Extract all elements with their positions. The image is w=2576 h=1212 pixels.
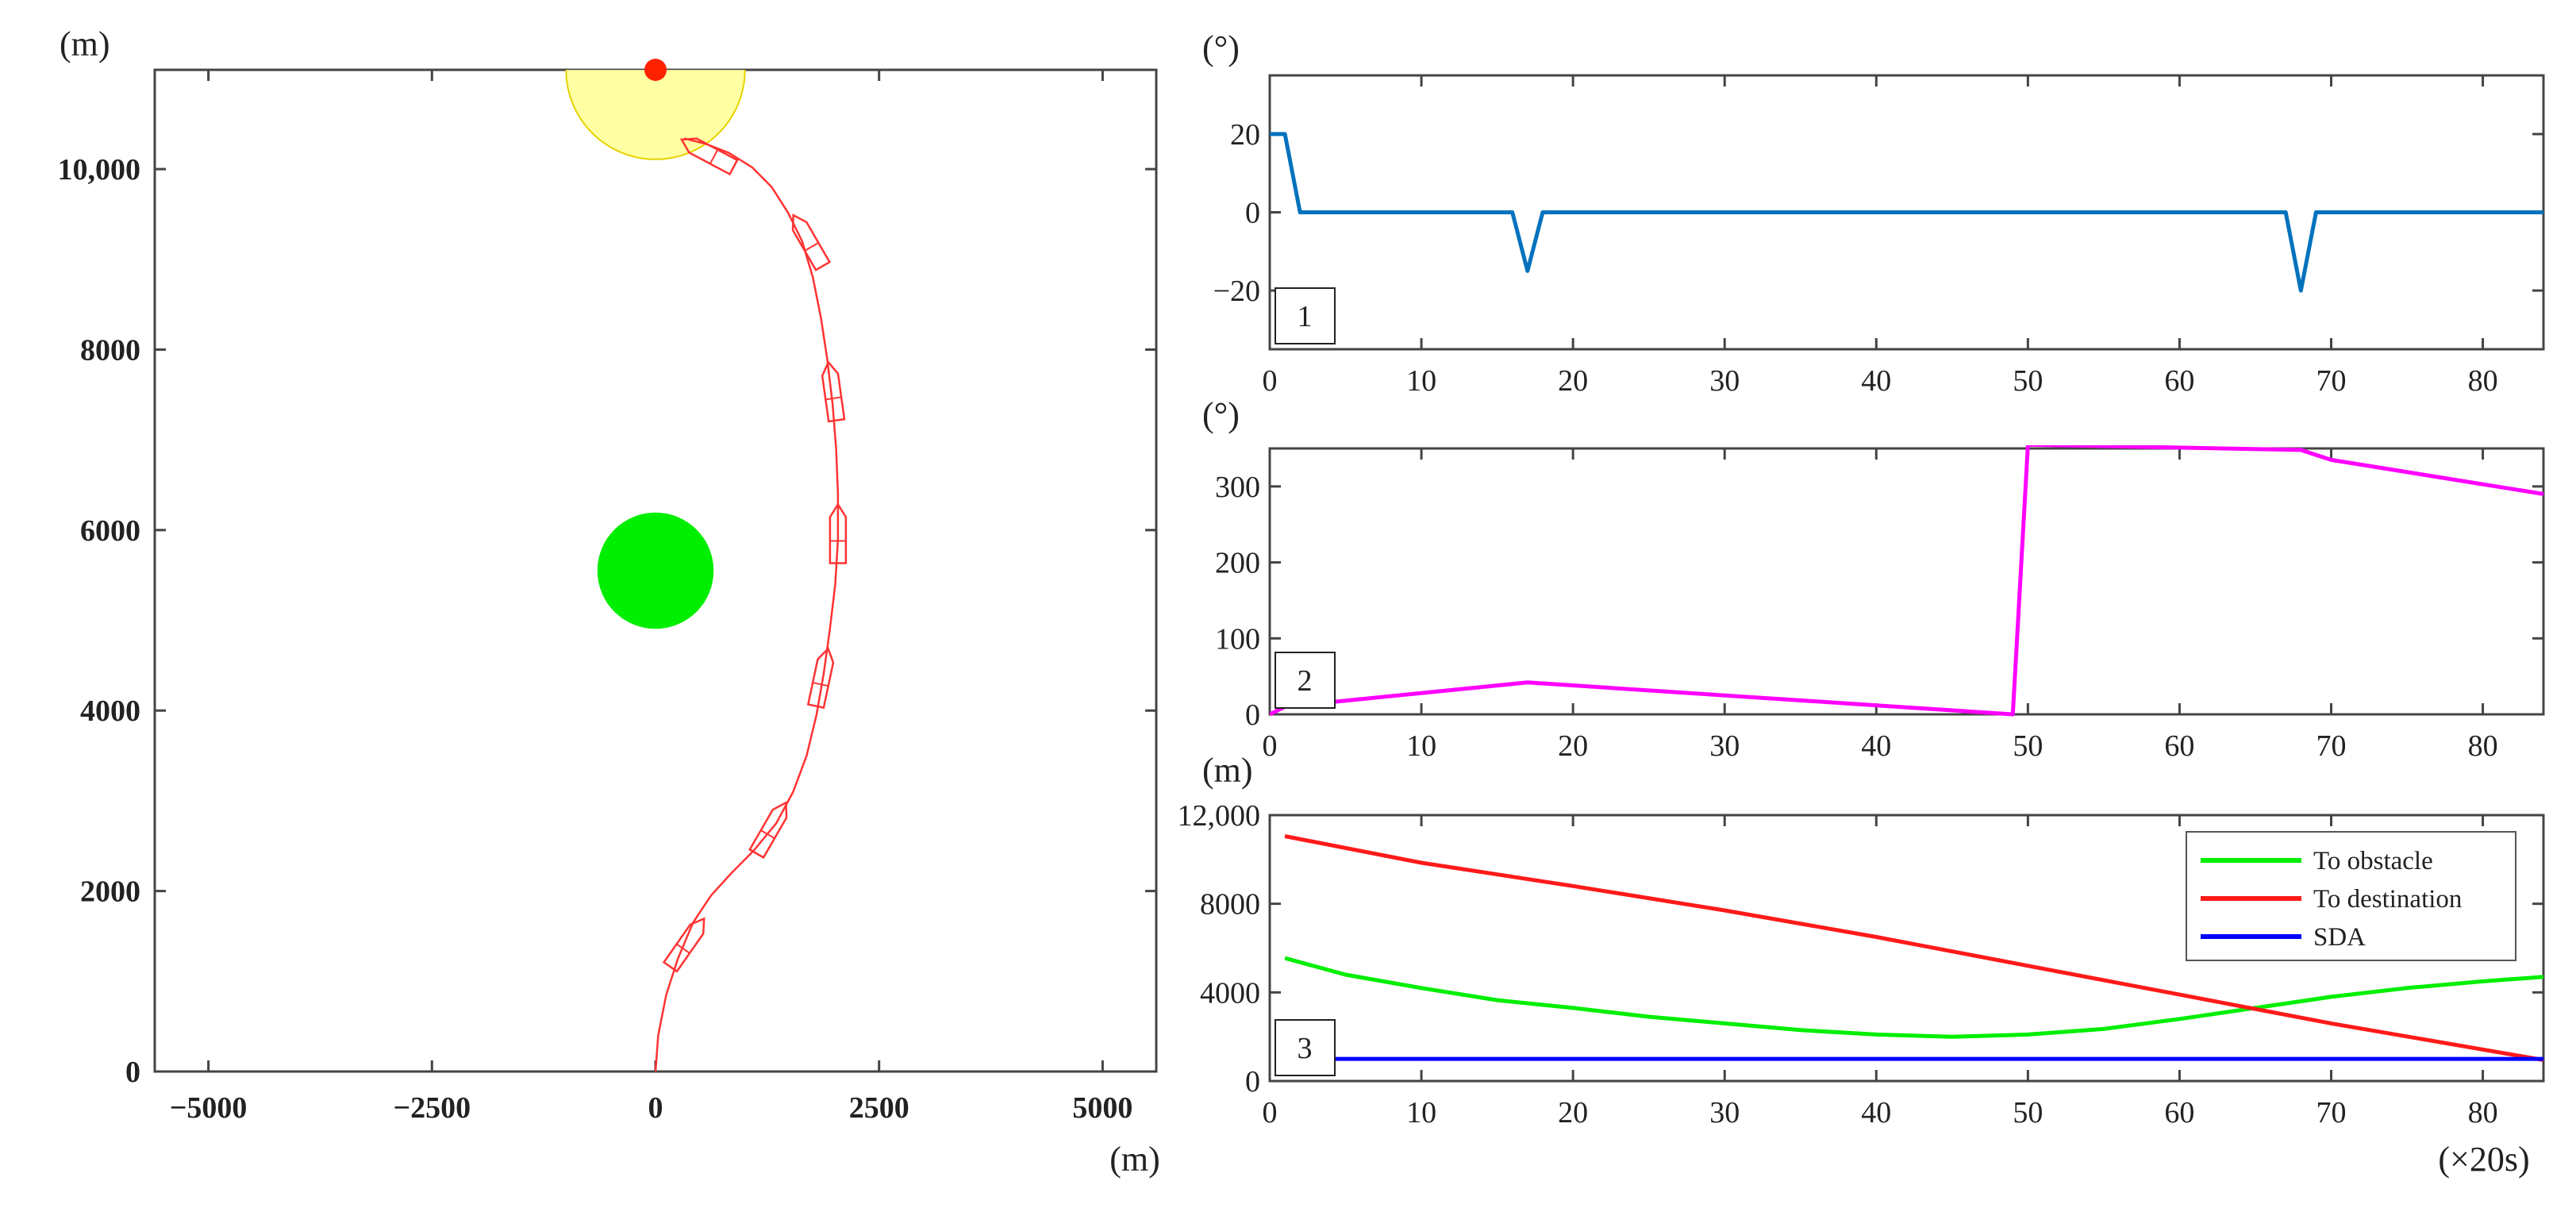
x-tick-label: 0 bbox=[1263, 364, 1278, 398]
x-axis-unit: (×20s) bbox=[2438, 1140, 2529, 1179]
x-tick-label: 70 bbox=[2316, 1096, 2347, 1129]
y-tick-label: 0 bbox=[125, 1056, 140, 1089]
x-tick-label: 40 bbox=[1861, 364, 1891, 398]
ship-hull bbox=[748, 801, 788, 860]
series-line-to-destination bbox=[1284, 834, 2543, 1062]
x-tick-label: 0 bbox=[648, 1091, 663, 1125]
y-tick-label: 20 bbox=[1230, 118, 1260, 152]
x-tick-label: 20 bbox=[1558, 729, 1588, 763]
ship-marker bbox=[748, 801, 788, 860]
y-axis-unit: (m) bbox=[60, 25, 110, 63]
trajectory-line bbox=[654, 137, 840, 1072]
panel-number-box bbox=[1275, 652, 1336, 709]
ship-marker bbox=[829, 502, 848, 564]
y-tick-label: 0 bbox=[1245, 197, 1260, 230]
x-tick-label: 0 bbox=[1263, 729, 1278, 763]
ship-deck-line bbox=[709, 149, 719, 164]
x-tick-label: 60 bbox=[2164, 1096, 2194, 1129]
ship-marker bbox=[662, 917, 706, 973]
panel-number: 2 bbox=[1298, 664, 1313, 698]
y-tick-label: 4000 bbox=[1200, 976, 1260, 1010]
ship-deck-line bbox=[812, 682, 829, 687]
x-tick-label: 80 bbox=[2468, 364, 2498, 398]
x-tick-label: 80 bbox=[2468, 729, 2498, 763]
destination-point bbox=[644, 59, 667, 81]
ship-hull bbox=[791, 214, 832, 271]
ship-deck-line bbox=[676, 943, 690, 954]
y-tick-label: 0 bbox=[1245, 1065, 1260, 1098]
y-tick-label: 300 bbox=[1215, 471, 1260, 504]
y-tick-label: 8000 bbox=[1200, 888, 1260, 922]
x-tick-label: 60 bbox=[2164, 364, 2194, 398]
plot-frame bbox=[1268, 447, 2545, 716]
x-tick-label: 10 bbox=[1406, 729, 1436, 763]
x-tick-label: 60 bbox=[2164, 729, 2194, 763]
ship-deck-line bbox=[825, 396, 842, 401]
x-tick-label: 70 bbox=[2316, 729, 2347, 763]
x-tick-label: 10 bbox=[1406, 364, 1436, 398]
panel-number: 3 bbox=[1298, 1032, 1313, 1065]
x-axis-unit: (m) bbox=[1109, 1140, 1160, 1179]
panel-number: 1 bbox=[1298, 300, 1313, 333]
x-tick-label: 50 bbox=[2013, 1096, 2043, 1129]
plot-frame bbox=[1268, 814, 2545, 1083]
ship-hull bbox=[829, 502, 848, 564]
ship-deck-line bbox=[804, 242, 819, 252]
ship-marker bbox=[679, 137, 739, 176]
x-tick-label: 5000 bbox=[1072, 1091, 1132, 1125]
x-tick-label: 10 bbox=[1406, 1096, 1436, 1129]
x-tick-label: 30 bbox=[1709, 1096, 1740, 1129]
x-tick-label: 20 bbox=[1558, 1096, 1588, 1129]
x-tick-label: 30 bbox=[1709, 364, 1740, 398]
y-tick-label: 0 bbox=[1245, 698, 1260, 732]
x-tick-label: 80 bbox=[2468, 1096, 2498, 1129]
x-tick-label: −2500 bbox=[393, 1091, 471, 1125]
ship-hull bbox=[821, 360, 846, 423]
x-tick-label: 50 bbox=[2013, 364, 2043, 398]
x-tick-label: 40 bbox=[1861, 1096, 1891, 1129]
y-axis-unit: (°) bbox=[1202, 395, 1240, 434]
legend-entry: SDA bbox=[2313, 923, 2366, 952]
y-tick-label: 8000 bbox=[80, 333, 140, 367]
y-axis-unit: (°) bbox=[1202, 29, 1240, 67]
y-tick-label: 100 bbox=[1215, 622, 1260, 656]
panel-number-box bbox=[1275, 1019, 1336, 1076]
legend-entry: To obstacle bbox=[2313, 847, 2433, 875]
ship-marker bbox=[821, 360, 846, 423]
series-line-heading bbox=[1270, 445, 2543, 717]
ship-hull bbox=[662, 917, 706, 973]
legend-entry: To destination bbox=[2313, 885, 2462, 914]
x-tick-label: 40 bbox=[1861, 729, 1891, 763]
x-tick-label: −5000 bbox=[170, 1091, 248, 1125]
y-axis-unit: (m) bbox=[1202, 751, 1253, 790]
y-tick-label: 12,000 bbox=[1178, 799, 1261, 833]
series-line-rudder bbox=[1270, 132, 2543, 293]
panel-number-box bbox=[1275, 287, 1336, 344]
x-tick-label: 2500 bbox=[849, 1091, 909, 1125]
x-tick-label: 0 bbox=[1263, 1096, 1278, 1129]
ship-marker bbox=[791, 214, 832, 271]
y-tick-label: 4000 bbox=[80, 694, 140, 728]
y-tick-label: 2000 bbox=[80, 875, 140, 909]
y-tick-label: −20 bbox=[1213, 275, 1260, 308]
x-tick-label: 70 bbox=[2316, 364, 2347, 398]
obstacle bbox=[597, 512, 714, 629]
y-tick-label: 10,000 bbox=[58, 153, 141, 187]
ship-deck-line bbox=[760, 829, 775, 839]
arrival-zone bbox=[565, 70, 746, 160]
y-tick-label: 200 bbox=[1215, 547, 1260, 580]
ship-marker bbox=[806, 646, 835, 710]
x-tick-label: 30 bbox=[1709, 729, 1740, 763]
series-line-to-obstacle bbox=[1284, 956, 2543, 1039]
x-tick-label: 50 bbox=[2013, 729, 2043, 763]
ship-hull bbox=[806, 646, 835, 710]
y-tick-label: 6000 bbox=[80, 514, 140, 548]
x-tick-label: 20 bbox=[1558, 364, 1588, 398]
ship-hull bbox=[679, 137, 739, 176]
